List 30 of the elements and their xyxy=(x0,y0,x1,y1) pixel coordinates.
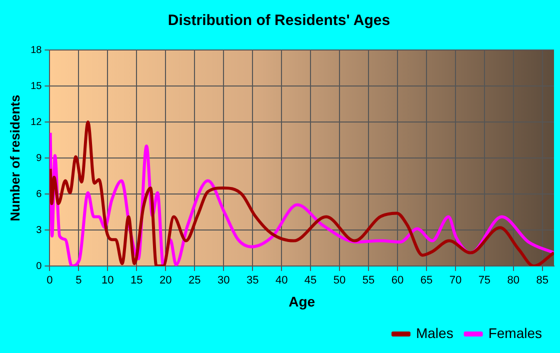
x-tick-label: 70 xyxy=(449,274,462,287)
x-tick-label: 10 xyxy=(102,274,114,287)
y-tick-label: 3 xyxy=(36,224,42,236)
x-tick-label: 35 xyxy=(246,274,259,287)
y-axis-title: Number of residents xyxy=(7,94,22,222)
x-tick-label: 80 xyxy=(507,274,520,287)
legend-label: Females xyxy=(488,324,542,341)
y-tick-label: 0 xyxy=(36,260,42,272)
x-tick-label: 65 xyxy=(420,274,433,287)
y-tick-label: 6 xyxy=(36,188,42,200)
x-tick-label: 85 xyxy=(536,274,549,287)
y-tick-label: 12 xyxy=(30,116,42,128)
x-tick-label: 15 xyxy=(130,274,143,287)
x-tick-label: 25 xyxy=(188,274,201,287)
x-tick-label: 75 xyxy=(478,274,491,287)
x-tick-label: 40 xyxy=(275,274,288,287)
x-axis-title: Age xyxy=(288,293,316,310)
legend-label: Males xyxy=(416,324,454,341)
x-tick-label: 55 xyxy=(362,274,375,287)
x-tick-label: 20 xyxy=(160,274,172,287)
y-tick-label: 18 xyxy=(30,44,42,56)
y-tick-label: 15 xyxy=(30,80,42,92)
x-tick-label: 5 xyxy=(76,274,82,287)
x-tick-label: 45 xyxy=(304,274,317,287)
x-tick-label: 0 xyxy=(46,274,53,287)
x-tick-label: 50 xyxy=(333,274,346,287)
chart-title: Distribution of Residents' Ages xyxy=(168,12,390,30)
y-tick-label: 9 xyxy=(36,152,42,164)
x-tick-label: 60 xyxy=(391,274,404,287)
x-tick-label: 30 xyxy=(217,274,230,287)
